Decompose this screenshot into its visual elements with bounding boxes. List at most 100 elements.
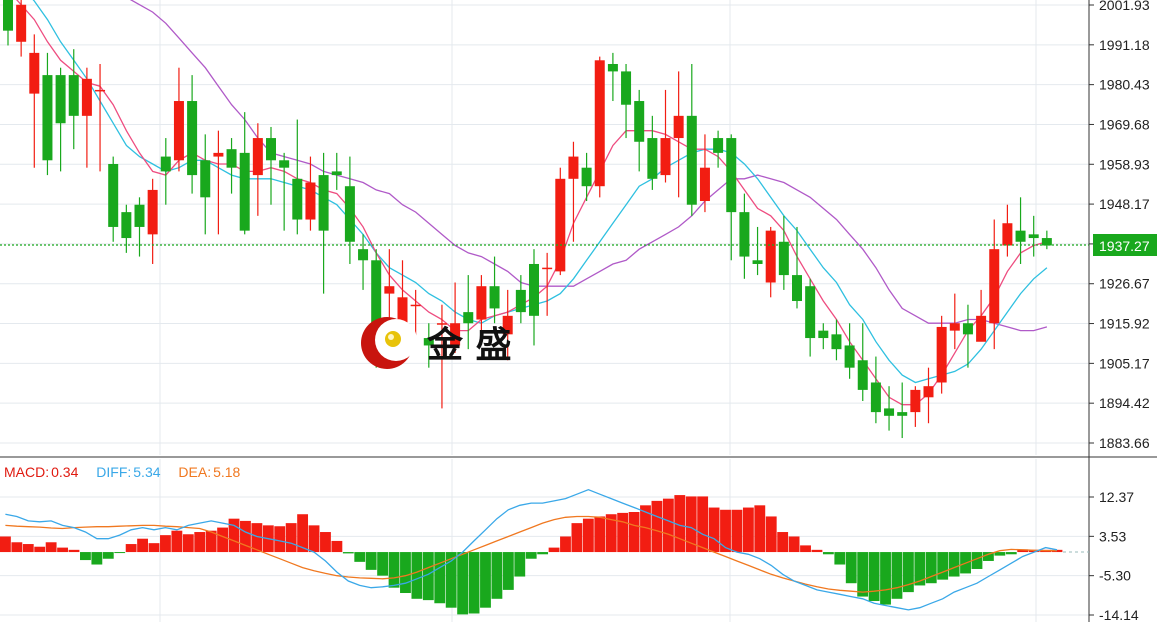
candle-body — [489, 286, 500, 309]
candle-body — [292, 178, 303, 220]
candle-body — [989, 249, 1000, 324]
macd-bar — [22, 544, 34, 553]
macd-bar — [411, 552, 423, 599]
macd-bar — [582, 518, 594, 553]
price-tick-label: 1969.68 — [1099, 116, 1150, 132]
macd-bar — [1017, 549, 1029, 553]
macd-bar — [1005, 552, 1017, 555]
macd-bar — [560, 536, 571, 553]
candle-body — [266, 138, 276, 161]
price-tick-label: 1958.93 — [1099, 156, 1150, 172]
macd-bar — [274, 526, 286, 553]
macd-bar — [388, 552, 400, 588]
macd-bar — [788, 536, 800, 553]
candle-body — [42, 75, 53, 161]
candle-body — [752, 260, 763, 264]
price-tick-label: 1915.92 — [1099, 316, 1150, 332]
macd-bar — [171, 530, 183, 553]
candle-body — [884, 408, 895, 416]
candle-body — [699, 167, 710, 202]
candle-body — [134, 204, 145, 227]
candle-body — [160, 156, 171, 172]
candle-body — [607, 63, 618, 72]
watermark: 金 盛 — [361, 317, 512, 369]
macd-axis: 12.37 3.53 -5.30 -14.14 — [1089, 489, 1139, 622]
macd-bar — [34, 546, 46, 553]
macd-bar — [228, 518, 240, 553]
candle-body — [1041, 238, 1052, 246]
macd-bar — [617, 512, 629, 553]
macd-bar — [685, 496, 697, 553]
candle-body — [29, 52, 40, 94]
candle-body — [3, 0, 13, 31]
candle-body — [68, 75, 79, 116]
candle-body — [213, 152, 224, 157]
macd-bar — [925, 552, 937, 584]
price-tick-label: 1894.42 — [1099, 395, 1150, 411]
price-tick-label: 1926.67 — [1099, 276, 1150, 292]
candle-body — [397, 297, 408, 327]
macd-bar — [754, 505, 766, 553]
price-tick-label: 1948.17 — [1099, 196, 1150, 212]
current-price-badge: 1937.27 — [1093, 234, 1157, 256]
price-tick-label: 1980.43 — [1099, 77, 1150, 93]
candle-body — [910, 389, 921, 413]
macd-bar — [811, 549, 823, 553]
macd-bar — [102, 552, 114, 559]
candle-body — [976, 315, 987, 342]
macd-bar — [148, 543, 160, 553]
macd-bar — [640, 505, 651, 553]
macd-bar — [457, 552, 469, 615]
macd-bar — [628, 512, 640, 553]
diff-label: DIFF: — [96, 464, 131, 480]
macd-bar — [480, 552, 491, 608]
candle-body — [81, 78, 92, 116]
price-tick-label: 1991.18 — [1099, 37, 1150, 53]
price-tick-label: 2001.93 — [1099, 0, 1150, 13]
macd-bar — [502, 552, 514, 590]
candle-body — [476, 286, 487, 320]
macd-bar — [594, 516, 606, 553]
macd-bar — [57, 547, 68, 553]
candle-body — [673, 115, 684, 139]
macd-bar — [182, 534, 194, 553]
candle-body — [713, 138, 724, 153]
dea-label: DEA: — [178, 464, 211, 480]
macd-histogram — [0, 495, 1063, 615]
macd-tick-label: -5.30 — [1099, 568, 1131, 584]
candle-body — [147, 189, 158, 235]
candle-body — [252, 138, 263, 176]
macd-bar — [434, 552, 446, 604]
candle-body — [621, 71, 632, 105]
candle-body — [1015, 230, 1026, 242]
macd-bar — [342, 552, 354, 554]
macd-bar — [571, 523, 583, 553]
candle-body — [739, 212, 750, 257]
candle-body — [436, 323, 447, 325]
price-tick-label: 1883.66 — [1099, 435, 1150, 451]
macd-bar — [194, 532, 206, 553]
macd-tick-label: 12.37 — [1099, 489, 1134, 505]
macd-bar — [91, 552, 103, 565]
candle-body — [239, 152, 250, 231]
macd-bar — [765, 516, 777, 553]
macd-bar — [514, 552, 526, 577]
macd-bar — [525, 552, 537, 559]
candle-body — [200, 160, 211, 198]
diff-value: 5.34 — [133, 464, 160, 480]
candle-body — [529, 263, 539, 316]
candle-body — [660, 138, 671, 176]
candle-body — [581, 167, 592, 187]
macd-tick-label: 3.53 — [1099, 528, 1126, 544]
macd-bar — [548, 547, 560, 553]
candlestick-series — [3, 0, 1052, 439]
macd-bar — [720, 509, 731, 553]
main-grid — [0, 0, 1089, 455]
macd-bar — [251, 523, 263, 553]
macd-bar — [68, 549, 80, 553]
macd-bar — [982, 552, 994, 561]
macd-bar — [891, 552, 903, 599]
macd-bar — [217, 527, 229, 553]
candle-body — [1002, 223, 1013, 246]
